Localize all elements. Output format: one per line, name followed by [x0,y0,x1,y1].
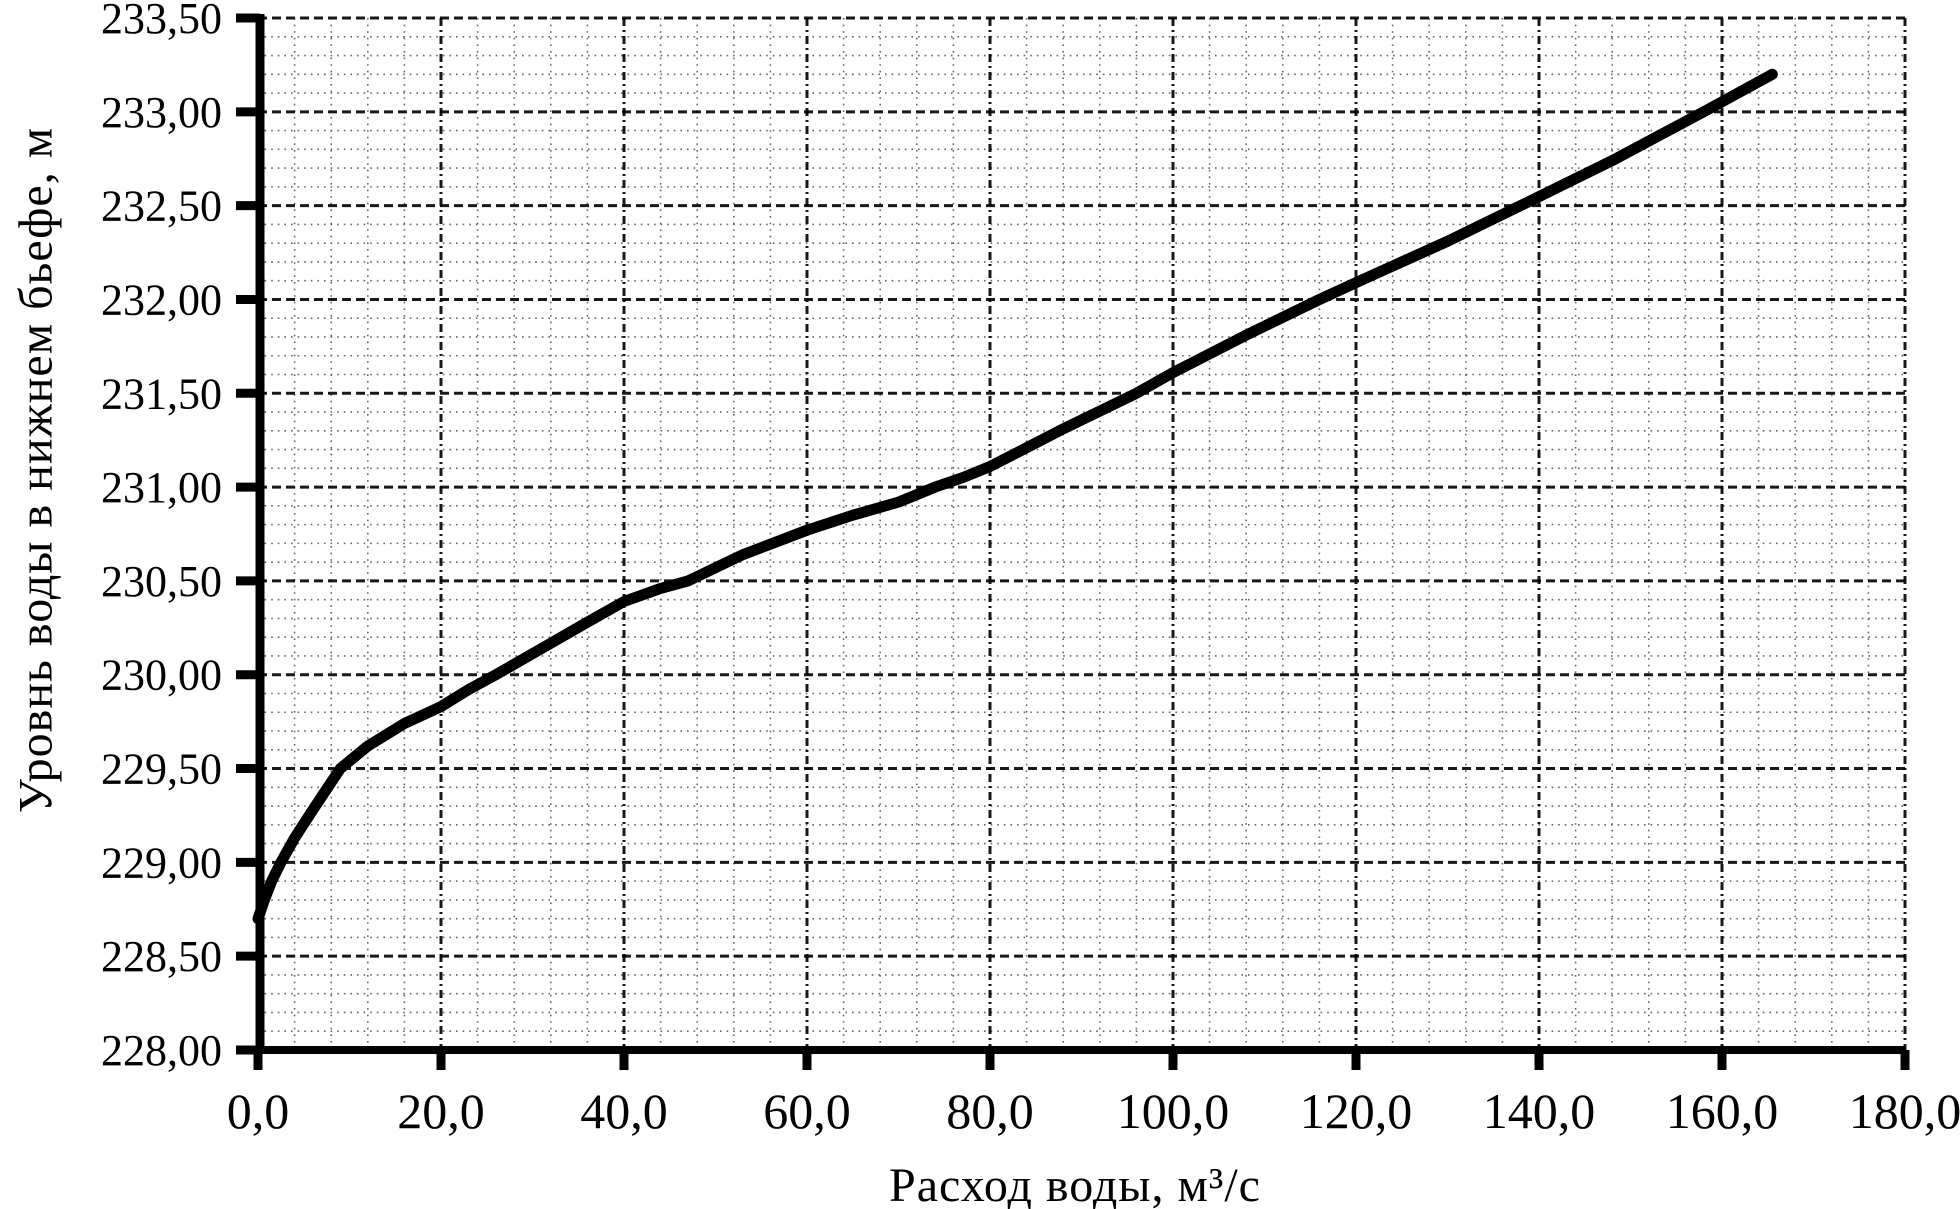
x-tick-label: 80,0 [946,1083,1034,1139]
x-tick-label: 120,0 [1300,1083,1413,1139]
x-tick-label: 0,0 [227,1083,290,1139]
x-axis-title: Расход воды, м³/с [889,1159,1261,1209]
x-tick-label: 20,0 [397,1083,485,1139]
x-tick-label: 140,0 [1483,1083,1596,1139]
y-tick-label: 228,00 [101,1026,222,1075]
axes [248,14,1905,1054]
minor-grid [258,18,1905,1050]
x-tick-label: 180,0 [1849,1083,1960,1139]
y-tick-label: 232,00 [101,275,222,324]
tick-marks [236,13,1910,1070]
tick-labels: 228,00 228,50 229,00 229,50 230,00 230,50 231,… [101,0,1960,1139]
x-tick-label: 60,0 [763,1083,851,1139]
x-tick-label: 160,0 [1666,1083,1779,1139]
y-tick-label: 229,50 [101,745,222,794]
y-tick-label: 230,50 [101,557,222,606]
y-tick-label: 229,00 [101,838,222,887]
tailwater-rating-curve [252,68,1778,925]
major-grid [258,16,1907,1050]
y-tick-label: 232,50 [101,182,222,231]
y-tick-label: 231,50 [101,369,222,418]
y-tick-label: 230,00 [101,651,222,700]
x-tick-label: 40,0 [580,1083,668,1139]
x-tick-label: 100,0 [1117,1083,1230,1139]
y-tick-label: 231,00 [101,463,222,512]
y-tick-label: 233,00 [101,88,222,137]
y-tick-label: 233,50 [101,0,222,43]
y-tick-label: 228,50 [101,932,222,981]
y-axis-title: Уровнь воды в нижнем бьефе, м [9,126,63,814]
